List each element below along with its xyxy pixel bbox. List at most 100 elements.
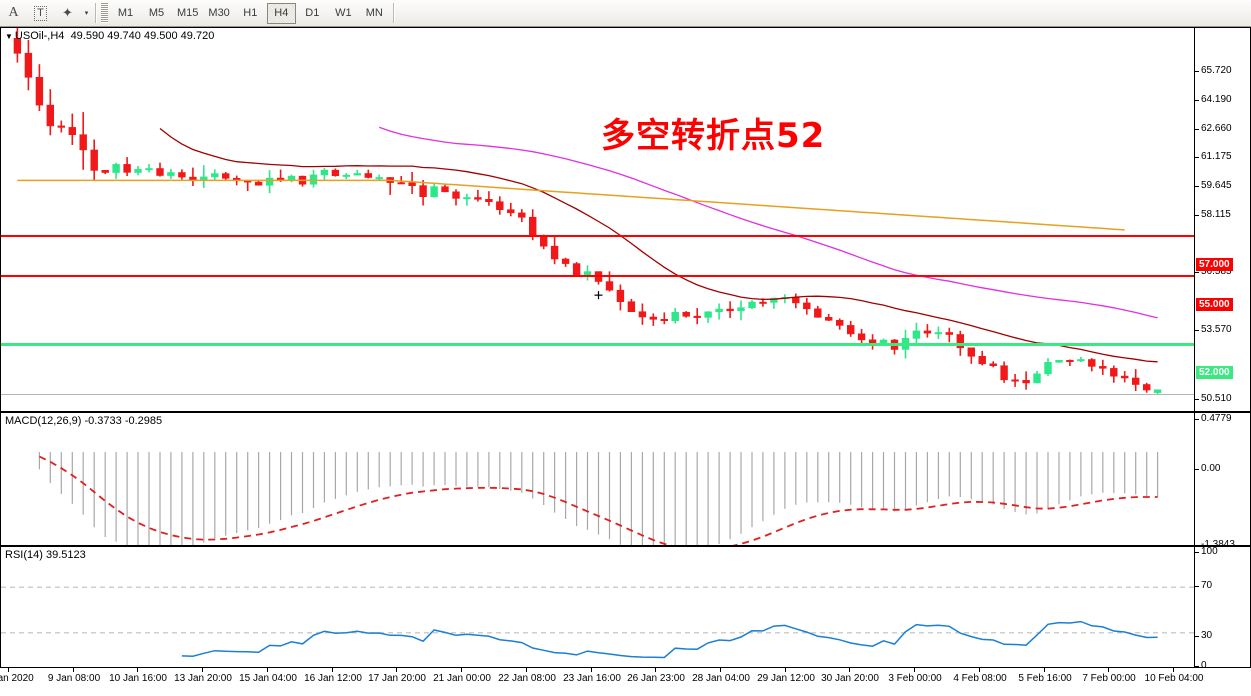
toolbar-separator-2	[392, 3, 395, 23]
time-tick-label: 10 Feb 04:00	[1144, 673, 1204, 684]
symbol-header: ▼ USOil-,H4 49.590 49.740 49.500 49.720	[5, 30, 214, 42]
toolbar-grip[interactable]	[101, 3, 108, 23]
timeframe-h1[interactable]: H1	[236, 3, 265, 24]
macd-panel[interactable]: MACD(12,26,9) -0.3733 -0.2985 0.4779 0.00…	[0, 412, 1251, 546]
timeframe-h4-label: H4	[274, 7, 289, 19]
rsi-tick-label: 30	[1201, 630, 1213, 641]
price-tick-label: 53.570	[1201, 324, 1232, 335]
timeframe-m5[interactable]: M5	[142, 3, 171, 24]
candlestick-svg	[13, 28, 1162, 395]
time-tick-label: 21 Jan 00:00	[433, 673, 491, 684]
level-line-55[interactable]	[1, 275, 1194, 277]
level-line-52[interactable]	[1, 343, 1194, 346]
price-tick-label: 65.720	[1201, 65, 1232, 76]
time-tick-label: 9 Jan 08:00	[47, 673, 101, 684]
rsi-tick-label: 0	[1201, 660, 1207, 668]
time-tick-label: 29 Jan 12:00	[757, 673, 815, 684]
label-tool-label: T	[34, 5, 47, 21]
time-tick	[785, 668, 786, 672]
time-tick	[8, 668, 9, 672]
macd-tick-label: 0.00	[1201, 463, 1221, 474]
time-tick	[979, 668, 980, 672]
shapes-dropdown-arrow[interactable]: ▾	[81, 2, 92, 25]
time-tick-label: 13 Jan 20:00	[174, 673, 232, 684]
price-tag-resistance-57[interactable]: 57.000	[1196, 258, 1233, 271]
time-tick	[1173, 668, 1174, 672]
timeframe-mn[interactable]: MN	[360, 3, 389, 24]
timeframe-m30[interactable]: M30	[204, 3, 233, 24]
macd-header: MACD(12,26,9) -0.3733 -0.2985	[5, 415, 163, 427]
time-tick-label: 3 Feb 00:00	[888, 673, 942, 684]
time-tick	[267, 668, 268, 672]
macd-plot[interactable]	[1, 413, 1194, 545]
chart-area[interactable]: ▼ USOil-,H4 49.590 49.740 49.500 49.720 多…	[0, 27, 1251, 696]
price-tick-label: 64.190	[1201, 94, 1232, 105]
time-tick	[526, 668, 527, 672]
price-tick-label: 59.645	[1201, 180, 1232, 191]
price-axis[interactable]: 65.720 64.190 62.660 61.175 59.645 58.115 56.5…	[1194, 28, 1250, 411]
chevron-down-icon: ▾	[84, 10, 89, 17]
time-tick	[655, 668, 656, 672]
label-tool-button[interactable]: T	[28, 2, 53, 25]
timeframe-m5-label: M5	[148, 7, 165, 19]
price-tick-label: 62.660	[1201, 123, 1232, 134]
time-tick	[396, 668, 397, 672]
price-tag-resistance-55[interactable]: 55.000	[1196, 298, 1233, 311]
price-tag-support-52[interactable]: 52.000	[1196, 366, 1233, 379]
timeframe-w1-label: W1	[335, 7, 352, 19]
timeframe-w1[interactable]: W1	[329, 3, 358, 24]
price-tick-label: 56.585	[1201, 266, 1232, 277]
time-tick-label: 30 Jan 20:00	[821, 673, 879, 684]
rsi-svg	[1, 586, 1194, 659]
toolbar: A T ✦ ▾ M1 M5 M15 M30 H1 H4 D1 W1 MN	[0, 0, 1251, 27]
timeframe-d1[interactable]: D1	[298, 3, 327, 24]
timeframe-m1-label: M1	[117, 7, 134, 19]
time-tick-label: 28 Jan 04:00	[692, 673, 750, 684]
time-tick	[1108, 668, 1109, 672]
time-tick-label: 7 Feb 00:00	[1082, 673, 1136, 684]
macd-axis[interactable]: 0.4779 0.00 -1.3843	[1194, 413, 1250, 545]
toolbar-separator	[95, 3, 97, 23]
symbol-ohlc: 49.590 49.740 49.500 49.720	[70, 30, 215, 42]
time-tick-label: 15 Jan 04:00	[239, 673, 297, 684]
time-tick-label: 5 Feb 16:00	[1018, 673, 1072, 684]
time-tick-label: 23 Jan 16:00	[563, 673, 621, 684]
timeframe-mn-label: MN	[365, 7, 383, 19]
macd-tick-label: 0.4779	[1201, 413, 1232, 424]
time-tick	[332, 668, 333, 672]
rsi-axis[interactable]: 100 70 30 0	[1194, 547, 1250, 667]
time-tick	[461, 668, 462, 672]
timeframe-m30-label: M30	[208, 7, 230, 19]
symbol-name: USOil-,H4	[14, 30, 65, 42]
time-tick-label: 8 Jan 2020	[0, 673, 34, 684]
timeframe-m1[interactable]: M1	[111, 3, 140, 24]
shapes-tool-button[interactable]: ✦	[55, 2, 80, 25]
timeframe-m15[interactable]: M15	[173, 3, 202, 24]
price-panel[interactable]: ▼ USOil-,H4 49.590 49.740 49.500 49.720 多…	[0, 27, 1251, 412]
price-plot[interactable]	[1, 28, 1194, 411]
time-tick	[73, 668, 74, 672]
time-tick-label: 22 Jan 08:00	[498, 673, 556, 684]
timeframe-h1-label: H1	[243, 7, 258, 19]
time-tick-label: 4 Feb 08:00	[953, 673, 1007, 684]
macd-tick-label: -1.3843	[1201, 539, 1235, 546]
time-tick	[137, 668, 138, 672]
time-tick-label: 26 Jan 23:00	[627, 673, 685, 684]
collapse-arrow-icon[interactable]: ▼	[5, 32, 13, 41]
time-tick-label: 17 Jan 20:00	[368, 673, 426, 684]
time-axis[interactable]: 8 Jan 2020 9 Jan 08:00 10 Jan 16:00 13 Jan …	[0, 668, 1251, 696]
macd-svg	[38, 452, 1159, 545]
rsi-header: RSI(14) 39.5123	[5, 549, 86, 561]
text-tool-button[interactable]: A	[1, 2, 26, 25]
time-tick	[202, 668, 203, 672]
timeframe-h4[interactable]: H4	[266, 2, 296, 24]
timeframe-m15-label: M15	[177, 7, 199, 19]
rsi-plot[interactable]	[1, 547, 1194, 667]
price-tick-label: 50.510	[1201, 393, 1232, 404]
level-line-57[interactable]	[1, 235, 1194, 237]
rsi-tick-label: 100	[1201, 546, 1218, 557]
rsi-tick-label: 70	[1201, 580, 1213, 591]
time-tick	[591, 668, 592, 672]
rsi-panel[interactable]: RSI(14) 39.5123 100 70 30 0	[0, 546, 1251, 668]
time-tick	[1044, 668, 1045, 672]
